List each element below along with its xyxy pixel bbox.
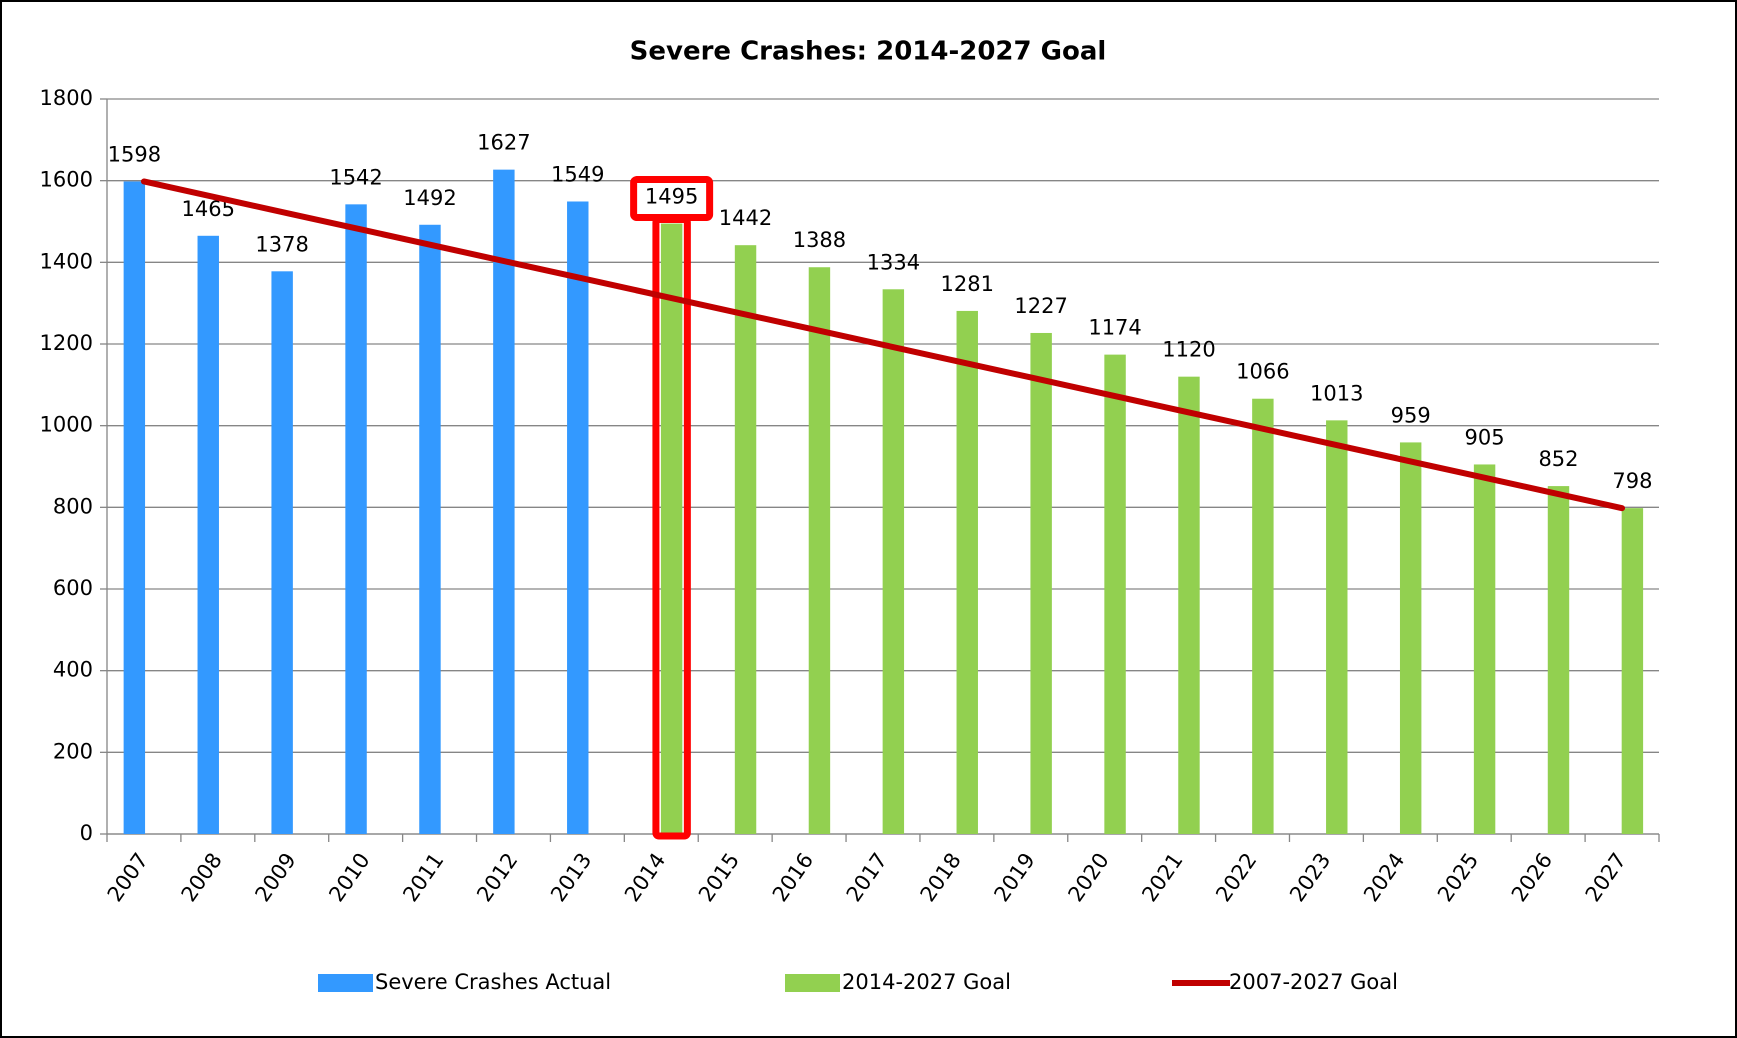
bar — [1326, 420, 1348, 834]
data-label: 1542 — [329, 165, 382, 189]
data-label: 1388 — [793, 228, 846, 252]
data-label: 1627 — [477, 131, 530, 155]
y-tick-label: 1200 — [40, 331, 93, 355]
data-label: 959 — [1391, 403, 1431, 427]
data-label: 1598 — [108, 142, 161, 166]
bar — [956, 310, 978, 834]
chart-title: Severe Crashes: 2014-2027 Goal — [630, 37, 1107, 67]
bar — [1399, 442, 1422, 834]
data-label: 1227 — [1014, 294, 1067, 318]
bar — [882, 289, 905, 834]
bar — [567, 201, 589, 834]
bar — [808, 267, 831, 834]
data-label: 1281 — [941, 272, 994, 296]
bar — [1030, 332, 1052, 834]
y-tick-label: 1800 — [40, 86, 93, 110]
bar — [271, 271, 293, 835]
bar — [419, 224, 441, 834]
bar — [1547, 486, 1570, 834]
y-tick-label: 1400 — [40, 249, 93, 273]
legend-swatch — [785, 974, 840, 992]
line — [140, 178, 1626, 512]
y-tick-label: 800 — [53, 494, 93, 518]
bar — [1178, 376, 1200, 834]
data-label: 1334 — [867, 250, 920, 274]
data-label: 1495 — [645, 185, 698, 209]
data-label: 1549 — [551, 162, 604, 186]
data-label: 1442 — [719, 206, 772, 230]
data-label: 1492 — [403, 186, 456, 210]
data-label: 1174 — [1088, 316, 1141, 340]
bar — [1104, 354, 1126, 834]
bar — [493, 169, 515, 834]
bar — [345, 204, 367, 835]
bar — [1621, 508, 1644, 834]
y-tick-label: 600 — [53, 576, 93, 600]
data-label: 1013 — [1310, 381, 1363, 405]
bar — [734, 245, 757, 834]
data-label: 905 — [1465, 425, 1505, 449]
data-label: 798 — [1612, 469, 1652, 493]
legend-label: 2014-2027 Goal — [842, 970, 1011, 994]
legend-swatch — [318, 974, 373, 992]
highlight-box — [630, 176, 714, 222]
bar — [123, 181, 146, 834]
legend-label: 2007-2027 Goal — [1229, 970, 1398, 994]
y-tick-label: 400 — [53, 658, 93, 682]
bar — [660, 223, 683, 834]
data-label: 1378 — [255, 232, 308, 256]
y-tick-label: 1600 — [40, 168, 93, 192]
bar — [1473, 464, 1496, 834]
data-label: 1066 — [1236, 360, 1289, 384]
y-tick-label: 1000 — [40, 413, 93, 437]
y-tick-label: 0 — [80, 821, 93, 845]
legend-label: Severe Crashes Actual — [375, 970, 611, 994]
y-tick-label: 200 — [53, 739, 93, 763]
data-label: 852 — [1538, 447, 1578, 471]
data-label: 1120 — [1162, 338, 1215, 362]
bar — [197, 235, 219, 834]
bar — [1252, 398, 1274, 834]
